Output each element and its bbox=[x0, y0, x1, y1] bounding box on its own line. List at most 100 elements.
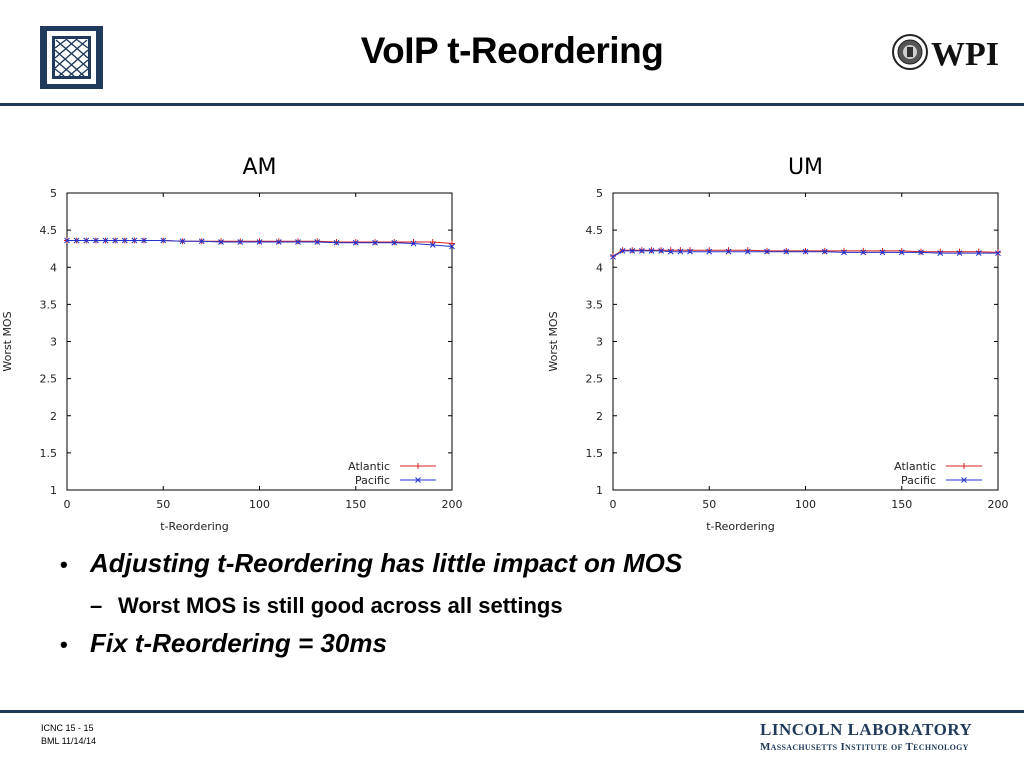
data-point-pacific bbox=[744, 248, 751, 255]
y-tick-label: 2 bbox=[596, 410, 603, 423]
data-point-pacific bbox=[391, 239, 398, 246]
legend-marker-pacific bbox=[415, 477, 421, 483]
data-point-pacific bbox=[706, 248, 713, 255]
data-point-pacific bbox=[898, 249, 905, 256]
data-point-pacific bbox=[218, 239, 224, 245]
data-point-pacific bbox=[179, 238, 186, 245]
bullet-text-1: Adjusting t-Reordering has little impact… bbox=[90, 548, 683, 578]
footer-rule bbox=[0, 710, 1024, 713]
data-point-atlantic bbox=[619, 247, 626, 254]
x-axis-label: t-Reordering bbox=[706, 520, 775, 533]
legend-label-atlantic: Atlantic bbox=[894, 460, 936, 473]
data-point-atlantic bbox=[821, 247, 828, 254]
data-point-pacific bbox=[918, 249, 924, 256]
data-point-atlantic bbox=[295, 238, 301, 245]
data-point-pacific bbox=[275, 239, 282, 245]
data-point-pacific bbox=[429, 242, 436, 248]
y-tick-label: 3 bbox=[596, 336, 603, 349]
data-point-pacific bbox=[64, 237, 70, 244]
org-subname: Massachusetts Institute of Technology bbox=[760, 741, 969, 753]
data-point-atlantic bbox=[314, 238, 321, 245]
x-tick-label: 0 bbox=[610, 498, 617, 511]
data-point-pacific bbox=[131, 237, 138, 244]
data-point-atlantic bbox=[256, 238, 263, 245]
y-tick-label: 4.5 bbox=[586, 224, 604, 237]
x-tick-label: 200 bbox=[988, 498, 1009, 511]
legend-marker-atlantic bbox=[415, 463, 421, 469]
data-point-atlantic bbox=[333, 239, 340, 246]
data-point-pacific bbox=[629, 248, 636, 254]
data-point-pacific bbox=[648, 248, 655, 254]
data-point-pacific bbox=[610, 254, 616, 260]
footer-info: ICNC 15 - 15 BML 11/14/14 bbox=[41, 722, 96, 748]
y-tick-label: 3.5 bbox=[586, 298, 604, 311]
data-point-atlantic bbox=[449, 240, 455, 247]
data-point-pacific bbox=[93, 237, 99, 244]
bullet-dot-icon: • bbox=[60, 552, 68, 577]
lincoln-lab-emblem-icon bbox=[40, 26, 103, 89]
x-tick-label: 150 bbox=[345, 498, 366, 511]
data-point-atlantic bbox=[352, 239, 359, 246]
data-point-pacific bbox=[783, 248, 790, 255]
data-point-pacific bbox=[83, 237, 90, 244]
y-tick-label: 1.5 bbox=[40, 447, 58, 460]
data-point-pacific bbox=[956, 250, 963, 256]
data-point-pacific bbox=[658, 248, 664, 254]
y-tick-label: 1 bbox=[50, 484, 57, 497]
x-tick-label: 200 bbox=[442, 498, 463, 511]
bullet-dash-icon: – bbox=[90, 593, 103, 618]
data-point-pacific bbox=[314, 239, 321, 245]
y-tick-label: 5 bbox=[596, 187, 603, 200]
data-point-pacific bbox=[372, 239, 378, 246]
bullet-item-2: • Fix t-Reordering = 30ms bbox=[60, 628, 960, 664]
data-point-pacific bbox=[237, 239, 244, 245]
slide-title: VoIP t-Reordering bbox=[360, 30, 664, 71]
bullet-dot-icon: • bbox=[60, 632, 68, 657]
data-point-pacific bbox=[841, 249, 847, 256]
data-point-atlantic bbox=[275, 238, 282, 245]
data-point-atlantic bbox=[918, 248, 924, 255]
data-point-pacific bbox=[764, 248, 770, 255]
data-point-pacific bbox=[677, 248, 684, 255]
data-point-pacific bbox=[352, 239, 359, 246]
y-tick-label: 2.5 bbox=[40, 373, 58, 386]
data-point-pacific bbox=[821, 248, 828, 255]
data-point-pacific bbox=[667, 248, 674, 255]
wpi-logo-icon: WPI bbox=[892, 34, 999, 73]
data-point-pacific bbox=[449, 243, 455, 250]
x-tick-label: 50 bbox=[702, 498, 716, 511]
org-name: LINCOLN LABORATORY bbox=[760, 720, 973, 739]
data-point-atlantic bbox=[764, 247, 770, 254]
chart-title: UM bbox=[788, 155, 823, 180]
y-axis-label: Worst MOS bbox=[1, 311, 14, 371]
data-point-atlantic bbox=[629, 247, 636, 254]
x-tick-label: 100 bbox=[249, 498, 270, 511]
footer-author-date: BML 11/14/14 bbox=[41, 736, 97, 746]
bullet-item-1: • Adjusting t-Reordering has little impa… bbox=[60, 548, 960, 584]
data-point-pacific bbox=[121, 237, 128, 244]
x-tick-label: 100 bbox=[795, 498, 816, 511]
data-point-atlantic bbox=[648, 247, 655, 254]
data-point-atlantic bbox=[802, 247, 809, 254]
data-point-pacific bbox=[102, 237, 109, 244]
legend-label-pacific: Pacific bbox=[355, 474, 390, 487]
legend-label-atlantic: Atlantic bbox=[348, 460, 390, 473]
data-point-pacific bbox=[141, 237, 147, 244]
y-tick-label: 3.5 bbox=[40, 298, 58, 311]
bullet-list: • Adjusting t-Reordering has little impa… bbox=[60, 548, 960, 664]
x-tick-label: 0 bbox=[64, 498, 71, 511]
data-point-pacific bbox=[295, 239, 301, 245]
footer-slide-number: ICNC 15 - 15 bbox=[41, 723, 94, 733]
data-point-pacific bbox=[256, 239, 263, 245]
data-point-pacific bbox=[975, 250, 982, 256]
plot-frame bbox=[612, 192, 999, 491]
data-point-atlantic bbox=[783, 247, 790, 254]
bullet-subitem-1: – Worst MOS is still good across all set… bbox=[90, 584, 960, 628]
data-point-atlantic bbox=[237, 238, 244, 245]
legend-marker-atlantic bbox=[961, 463, 967, 469]
y-tick-label: 4.5 bbox=[40, 224, 58, 237]
x-tick-label: 150 bbox=[891, 498, 912, 511]
data-point-atlantic bbox=[218, 238, 224, 245]
